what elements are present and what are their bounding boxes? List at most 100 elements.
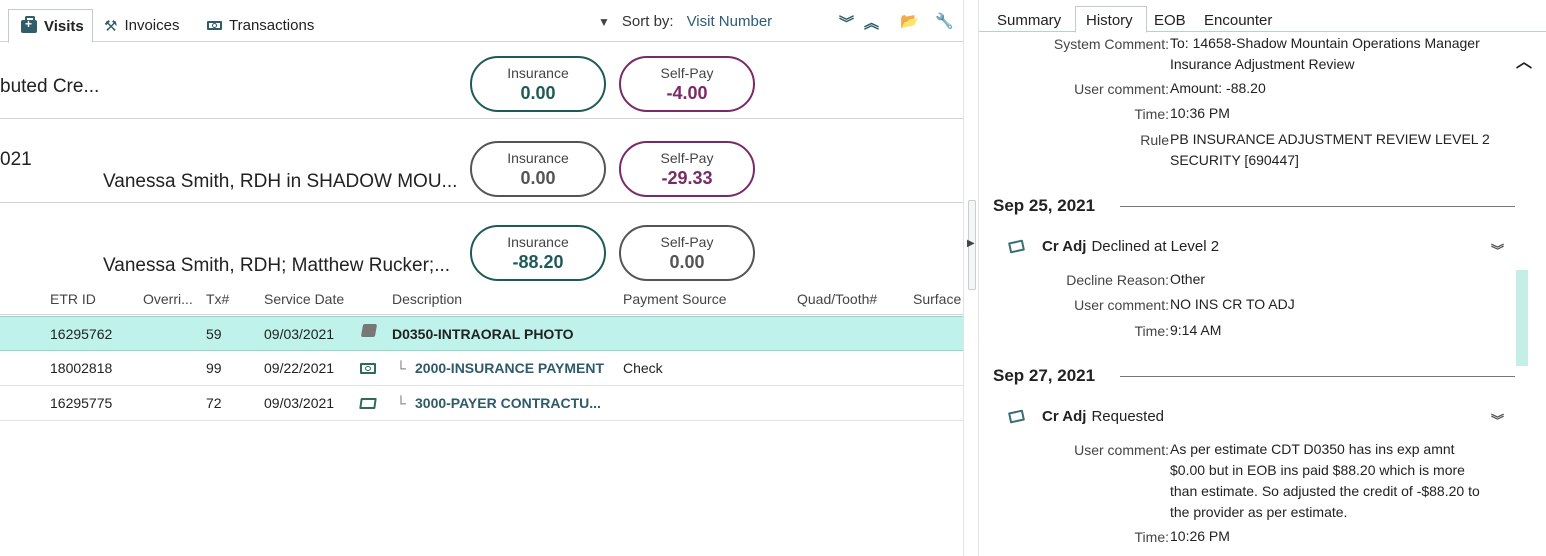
insurance-label: Insurance [507, 234, 569, 250]
selfpay-label: Self-Pay [660, 65, 714, 81]
expand-all-icon[interactable]: ︾ [839, 15, 855, 32]
visit-title: 021 [0, 149, 32, 170]
tab-summary[interactable]: Summary [997, 12, 1062, 29]
col-service-date[interactable]: Service Date [264, 291, 345, 307]
selfpay-amount: -4.00 [666, 83, 708, 103]
user-comment-label: User comment: [1074, 442, 1169, 458]
visit-provider: Vanessa Smith, RDH; Matthew Rucker;... [103, 255, 451, 276]
sort-control[interactable]: ▼ Sort by: Visit Number [598, 13, 772, 30]
etr-id: 16295775 [50, 395, 113, 411]
tx-number: 72 [206, 395, 222, 411]
user-comment-line: $0.00 but in EOB ins paid $88.20 which i… [1170, 462, 1465, 478]
left-tab-bar: Visits ⚒ Invoices Transactions ▼ Sort by… [0, 0, 963, 43]
tab-encounter[interactable]: Encounter [1204, 12, 1273, 29]
col-tx-number[interactable]: Tx# [206, 291, 230, 307]
col-etr-id[interactable]: ETR ID [50, 291, 96, 307]
col-override[interactable]: Overri... [143, 291, 193, 307]
time-label: Time: [1134, 529, 1169, 545]
rule-line: SECURITY [690447] [1170, 152, 1299, 168]
briefcase-icon [21, 15, 37, 33]
tx-number: 99 [206, 360, 222, 376]
selfpay-balance-pill[interactable]: Self-Pay -29.33 [619, 141, 755, 197]
selfpay-balance-pill[interactable]: Self-Pay 0.00 [619, 225, 755, 281]
selfpay-amount: -29.33 [661, 168, 713, 188]
col-payment-source[interactable]: Payment Source [623, 291, 727, 307]
insurance-balance-pill[interactable]: Insurance 0.00 [470, 56, 606, 112]
visits-pane: Visits ⚒ Invoices Transactions ▼ Sort by… [0, 0, 963, 556]
col-quad-tooth[interactable]: Quad/Tooth# [797, 291, 878, 307]
rule-label: Rule [1140, 132, 1169, 148]
selfpay-label: Self-Pay [660, 234, 714, 250]
visit-row-expanded[interactable]: Vanessa Smith, RDH; Matthew Rucker;... I… [0, 203, 963, 287]
date-divider [1120, 206, 1515, 207]
transaction-description-link[interactable]: 3000-PAYER CONTRACTU... [415, 395, 601, 411]
sort-direction-icon[interactable]: ▼ [598, 14, 610, 29]
photo-icon [360, 324, 378, 340]
history-date-heading: Sep 27, 2021 [993, 366, 1096, 385]
transaction-row[interactable]: 16295775 72 09/03/2021 └ 3000-PAYER CONT… [0, 386, 963, 421]
service-date: 09/22/2021 [264, 360, 335, 376]
selfpay-label: Self-Pay [660, 150, 714, 166]
history-scrollbar[interactable] [1516, 270, 1528, 366]
event-status: Requested [1091, 408, 1165, 425]
splitter-handle[interactable] [968, 200, 976, 290]
visit-row[interactable]: 021 Vanessa Smith, RDH in SHADOW MOU... … [0, 119, 963, 203]
time-value: 9:14 AM [1170, 322, 1222, 338]
decline-reason-label: Decline Reason: [1066, 272, 1169, 288]
system-comment-line: To: 14658-Shadow Mountain Operations Man… [1170, 35, 1480, 51]
col-description[interactable]: Description [392, 291, 463, 307]
insurance-balance-pill[interactable]: Insurance 0.00 [470, 141, 606, 197]
selfpay-balance-pill[interactable]: Self-Pay -4.00 [619, 56, 755, 112]
visit-title: buted Cre... [0, 76, 100, 97]
history-event[interactable]: Cr Adj Declined at Level 2 [1008, 238, 1219, 255]
transaction-row[interactable]: 18002818 99 09/22/2021 └ 2000-INSURANCE … [0, 351, 963, 386]
adjustment-icon [359, 396, 377, 412]
bill-icon [207, 21, 222, 30]
user-comment-label: User comment: [1074, 297, 1169, 313]
payment-icon [360, 361, 376, 377]
rule-line: PB INSURANCE ADJUSTMENT REVIEW LEVEL 2 [1170, 131, 1490, 147]
pane-splitter[interactable]: ▶ [963, 0, 979, 556]
time-value: 10:36 PM [1170, 105, 1230, 121]
etr-id: 16295762 [50, 326, 113, 342]
history-date-heading: Sep 25, 2021 [993, 196, 1096, 215]
export-folder-icon[interactable]: 📂 [900, 13, 919, 30]
sort-value-dropdown[interactable]: Visit Number [686, 13, 773, 30]
time-value: 10:26 PM [1170, 528, 1230, 544]
event-type: Cr Adj [1042, 408, 1087, 425]
user-comment-label: User comment: [1074, 81, 1169, 97]
tab-eob[interactable]: EOB [1154, 12, 1186, 29]
decline-reason: Other [1170, 271, 1206, 287]
collapse-up-icon[interactable]: ︿ [1516, 54, 1533, 71]
credit-adjustment-icon [1008, 239, 1025, 254]
transaction-description: D0350-INTRAORAL PHOTO [392, 326, 574, 342]
insurance-balance-pill[interactable]: Insurance -88.20 [470, 225, 606, 281]
expand-right-arrow-icon[interactable]: ▶ [967, 238, 975, 249]
tab-transactions-label: Transactions [229, 17, 315, 34]
expand-event-icon[interactable]: ︾ [1491, 243, 1505, 258]
transaction-row-selected[interactable]: 16295762 59 09/03/2021 D0350-INTRAORAL P… [0, 316, 963, 351]
credit-adjustment-icon [1008, 409, 1025, 424]
wrench-icon[interactable]: 🔧 [935, 13, 954, 30]
service-date: 09/03/2021 [264, 326, 335, 342]
tx-number: 59 [206, 326, 222, 342]
history-event[interactable]: Cr Adj Requested [1008, 408, 1165, 425]
user-comment-line: As per estimate CDT D0350 has ins exp am… [1170, 441, 1455, 457]
transaction-description-link[interactable]: 2000-INSURANCE PAYMENT [415, 360, 605, 376]
user-comment: NO INS CR TO ADJ [1170, 296, 1295, 312]
tab-visits[interactable]: Visits [8, 9, 93, 43]
expand-event-icon[interactable]: ︾ [1491, 413, 1505, 428]
collapse-all-icon[interactable]: ︽ [864, 15, 880, 32]
right-tab-bar: Summary History EOB Encounter [979, 0, 1546, 33]
insurance-amount: -88.20 [512, 252, 564, 272]
insurance-amount: 0.00 [520, 83, 556, 103]
system-comment-line: Insurance Adjustment Review [1170, 56, 1355, 72]
tab-invoices[interactable]: ⚒ Invoices [104, 9, 179, 42]
col-surface[interactable]: Surface [913, 291, 962, 307]
user-comment: Amount: -88.20 [1170, 80, 1266, 96]
tab-transactions[interactable]: Transactions [207, 9, 314, 42]
visit-row[interactable]: buted Cre... Insurance 0.00 Self-Pay -4.… [0, 42, 963, 119]
time-label: Time: [1134, 323, 1169, 339]
user-comment-line: than estimate. So adjusted the credit of… [1170, 483, 1480, 499]
tab-history[interactable]: History [1075, 6, 1147, 33]
